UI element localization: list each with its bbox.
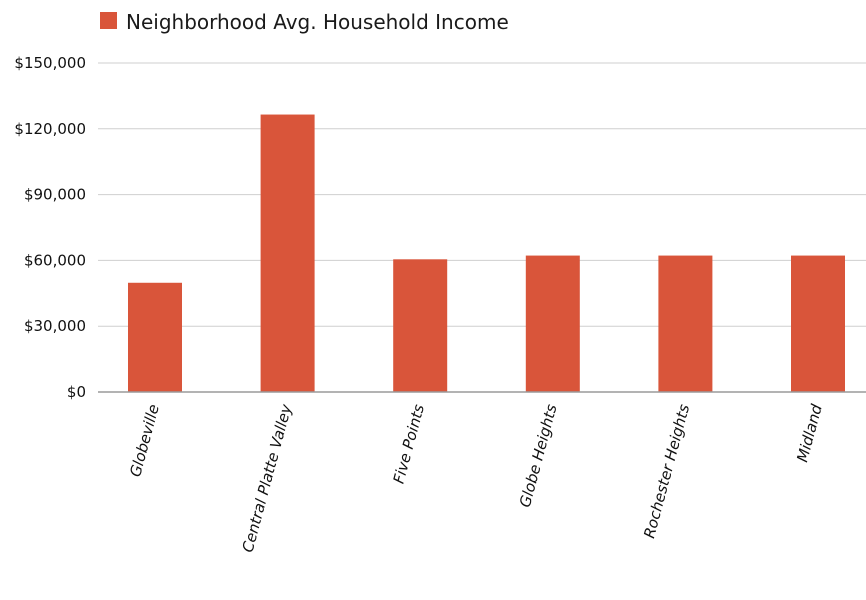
legend: Neighborhood Avg. Household Income <box>100 10 509 34</box>
legend-label: Neighborhood Avg. Household Income <box>126 10 509 34</box>
y-tick-label: $0 <box>67 383 86 401</box>
y-tick-label: $120,000 <box>14 120 86 138</box>
gridlines <box>98 62 866 327</box>
legend-swatch <box>100 12 117 29</box>
y-tick-label: $30,000 <box>24 317 86 335</box>
x-tick-label: Rochester Heights <box>640 402 693 540</box>
x-tick-label: Midland <box>793 402 826 464</box>
bar <box>525 255 580 392</box>
bar <box>128 282 182 392</box>
x-tick-label: Globe Heights <box>516 402 561 509</box>
bar <box>791 255 845 392</box>
x-axis-labels: Globeville Central Platte Valley Five Poin… <box>126 401 826 554</box>
x-tick-label: Five Points <box>390 402 428 485</box>
x-tick-label: Globeville <box>126 402 163 478</box>
bar <box>658 255 713 392</box>
y-axis-ticks: $0 $30,000 $60,000 $90,000 $120,000 $150,000 <box>14 54 86 401</box>
bars <box>128 114 845 392</box>
x-tick-label: Central Platte Valley <box>239 401 296 554</box>
y-tick-label: $90,000 <box>24 186 86 204</box>
bar <box>393 259 448 392</box>
y-tick-label: $150,000 <box>14 54 86 72</box>
bar <box>260 114 315 392</box>
y-tick-label: $60,000 <box>24 251 86 269</box>
